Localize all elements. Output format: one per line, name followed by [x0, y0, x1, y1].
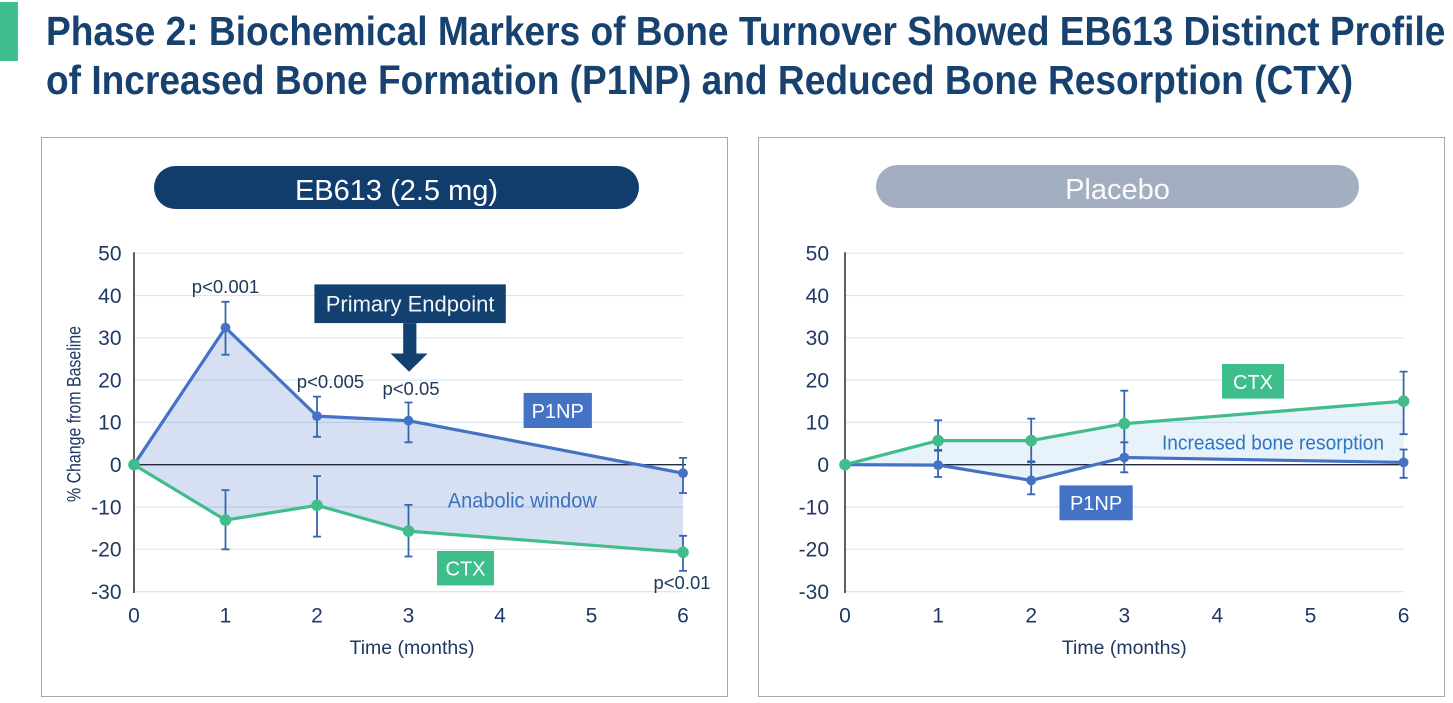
svg-text:20: 20: [98, 369, 121, 392]
svg-text:50: 50: [98, 243, 121, 266]
svg-text:3: 3: [1118, 605, 1130, 628]
svg-text:40: 40: [98, 285, 121, 308]
svg-text:p<0.005: p<0.005: [297, 371, 364, 392]
svg-text:10: 10: [806, 412, 829, 435]
svg-text:-30: -30: [91, 581, 121, 604]
svg-text:% Change from Baseline: % Change from Baseline: [64, 326, 86, 502]
svg-text:6: 6: [677, 605, 689, 628]
svg-text:-20: -20: [91, 539, 121, 562]
svg-text:30: 30: [806, 327, 829, 350]
svg-text:2: 2: [1025, 605, 1037, 628]
svg-text:3: 3: [403, 605, 415, 628]
svg-text:20: 20: [806, 369, 829, 392]
svg-text:6: 6: [1398, 605, 1410, 628]
svg-text:Time (months): Time (months): [1062, 637, 1187, 659]
svg-text:10: 10: [98, 412, 121, 435]
svg-text:0: 0: [110, 454, 122, 477]
svg-text:p<0.01: p<0.01: [653, 572, 710, 593]
svg-text:-30: -30: [799, 581, 829, 604]
svg-text:-10: -10: [91, 496, 121, 519]
svg-text:50: 50: [806, 243, 829, 266]
svg-text:-20: -20: [799, 539, 829, 562]
svg-text:p<0.05: p<0.05: [382, 378, 439, 399]
svg-text:p<0.001: p<0.001: [192, 276, 259, 297]
svg-text:1: 1: [932, 605, 944, 628]
svg-text:5: 5: [586, 605, 598, 628]
svg-text:Time (months): Time (months): [350, 637, 475, 659]
svg-text:0: 0: [839, 605, 851, 628]
svg-text:4: 4: [494, 605, 506, 628]
svg-text:2: 2: [311, 605, 323, 628]
svg-text:0: 0: [128, 605, 140, 628]
svg-text:CTX: CTX: [1233, 372, 1273, 394]
svg-text:30: 30: [98, 327, 121, 350]
svg-text:Increased bone resorption: Increased bone resorption: [1162, 433, 1384, 455]
svg-text:P1NP: P1NP: [1070, 493, 1122, 515]
svg-text:P1NP: P1NP: [532, 401, 584, 423]
svg-text:4: 4: [1212, 605, 1224, 628]
svg-text:40: 40: [806, 285, 829, 308]
svg-text:-10: -10: [799, 496, 829, 519]
svg-text:0: 0: [817, 454, 829, 477]
svg-text:Primary Endpoint: Primary Endpoint: [326, 292, 495, 317]
svg-text:Anabolic window: Anabolic window: [448, 490, 598, 513]
svg-text:1: 1: [220, 605, 232, 628]
svg-text:CTX: CTX: [446, 559, 486, 581]
svg-text:5: 5: [1305, 605, 1317, 628]
